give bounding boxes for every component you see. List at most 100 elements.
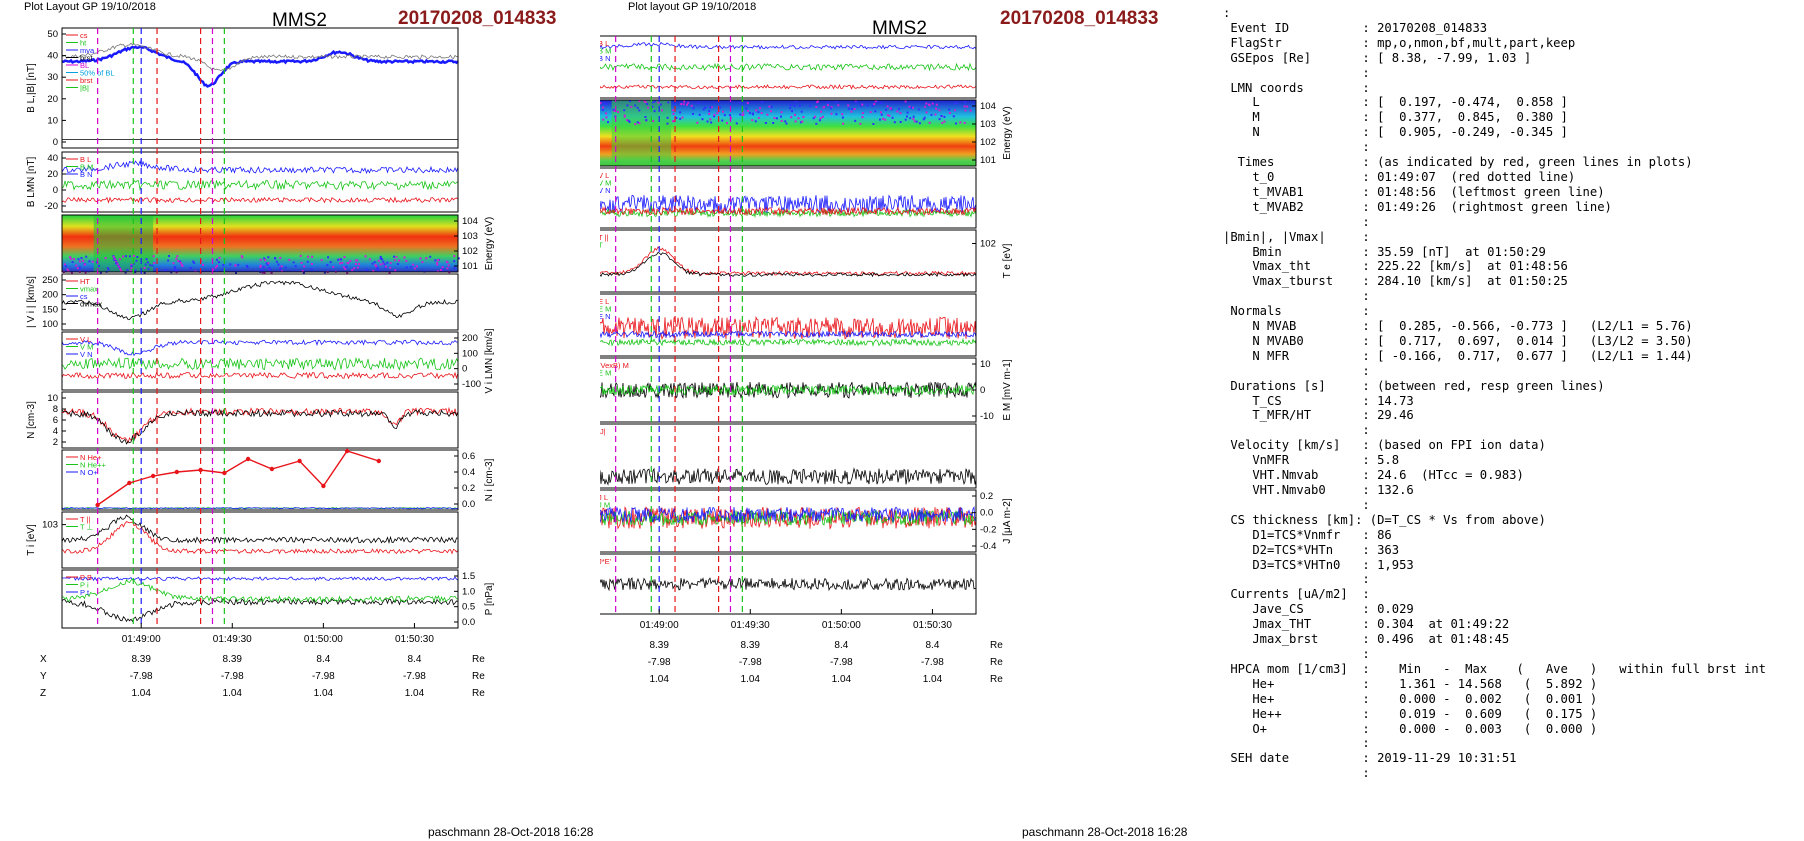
spectrogram-speckle [745, 107, 748, 110]
position-unit: Re [990, 657, 1003, 668]
x-tick-label: 01:49:30 [731, 620, 770, 631]
spectrogram-speckle [77, 258, 80, 261]
spectrogram-speckle [303, 265, 306, 268]
right-series-line [600, 41, 977, 50]
spectrogram-speckle [672, 112, 675, 115]
spectrogram-speckle [605, 112, 608, 115]
spectrogram-speckle [660, 109, 663, 112]
x-tick-label: 01:49:00 [640, 620, 679, 631]
summary-line: LMN coords : [1230, 80, 1370, 95]
spectrogram-speckle [259, 265, 262, 268]
spectrogram-speckle [130, 263, 133, 266]
spectrogram-speckle [710, 106, 713, 109]
spectrogram-speckle [746, 102, 749, 105]
spectrogram-speckle [302, 272, 305, 274]
spectrogram-speckle [879, 118, 881, 121]
spectrogram-speckle [216, 258, 218, 261]
spectrogram-speckle [925, 111, 928, 114]
spectrogram-speckle [419, 257, 422, 260]
spectrogram-speckle [152, 255, 155, 258]
spectrogram-speckle [436, 261, 439, 264]
spectrogram-speckle [741, 114, 744, 116]
spectrogram-speckle [760, 112, 763, 114]
spectrogram-speckle [446, 261, 449, 264]
left-panel-9: 1.5 1.0 0.5 0.0 P [nPa] P BP iP t [61, 569, 495, 629]
spectrogram-speckle [145, 258, 148, 261]
spectrogram-speckle [356, 266, 359, 269]
spectrogram-speckle [847, 104, 850, 107]
spectrogram-speckle [869, 111, 872, 114]
spectrogram-speckle [964, 100, 967, 103]
position-row-label: X [40, 654, 47, 665]
spectrogram-speckle [453, 260, 456, 263]
summary-line: HPCA mom [1/cm3] : Min - Max ( Ave ) wit… [1230, 661, 1766, 676]
summary-line: L : [ 0.197, -0.474, 0.858 ] [1252, 95, 1568, 110]
summary-line: T_MFR/HT : 29.46 [1252, 408, 1414, 423]
spectrogram-speckle [153, 262, 156, 264]
spectrogram-speckle [115, 262, 118, 265]
spectrogram-speckle [721, 119, 724, 122]
spectrogram-speckle [453, 255, 456, 258]
summary-line: : [1362, 140, 1370, 155]
spectrogram-speckle [770, 110, 772, 113]
spectrogram-speckle [751, 113, 754, 116]
spectrogram-speckle [425, 257, 428, 260]
spectrogram-speckle [789, 107, 791, 110]
spectrogram-speckle [601, 109, 604, 111]
spectrogram-speckle [388, 271, 391, 274]
right-series-line [600, 246, 977, 277]
spectrogram-speckle [112, 255, 115, 258]
spectrogram-speckle [841, 113, 844, 116]
spectrogram-speckle [237, 263, 240, 266]
spectrogram-speckle [279, 268, 282, 271]
summary-line: N : [ 0.905, -0.249, -0.345 ] [1252, 125, 1568, 140]
spectrogram-speckle [841, 116, 844, 119]
right-series-line [600, 467, 977, 486]
legend-entry: V N [600, 186, 611, 195]
spectrogram-speckle [876, 100, 879, 103]
spectrogram-speckle [389, 262, 392, 265]
spectrogram-speckle [412, 263, 415, 266]
left-series-line [61, 42, 459, 72]
spectrogram-speckle [909, 106, 912, 109]
spectrogram-speckle [332, 265, 335, 268]
y-tick-label: 10 [47, 393, 58, 404]
legend-entry: T || [600, 233, 608, 242]
spectrogram-speckle [634, 104, 637, 107]
spectrogram-speckle [441, 266, 444, 269]
spectrogram-speckle [898, 108, 901, 111]
spectrogram-speckle [270, 271, 273, 274]
spectrogram-speckle [928, 103, 930, 106]
spectrogram-speckle [899, 112, 902, 115]
y-tick-label: 0.0 [462, 499, 475, 510]
spectrogram-speckle [277, 263, 280, 266]
spectrogram-speckle [827, 101, 830, 104]
spectrogram-speckle [265, 262, 268, 265]
spectrogram-speckle [941, 121, 944, 124]
spectrogram-speckle [119, 268, 122, 270]
spectrogram-speckle [708, 110, 711, 112]
spectrogram-speckle [416, 265, 418, 268]
spectrogram-speckle [216, 270, 219, 273]
summary-line: : [1362, 363, 1370, 378]
spectrogram-speckle [143, 267, 146, 269]
spectrogram-speckle [382, 262, 385, 265]
spectrogram-speckle [267, 256, 270, 259]
spectrogram-speckle [890, 108, 893, 111]
spectrogram-speckle [275, 260, 278, 263]
y-axis-label: V i LMN [km/s] [484, 328, 495, 393]
spectrogram-speckle [84, 270, 87, 273]
spectrogram-speckle [790, 116, 793, 119]
spectrogram-speckle [353, 267, 356, 270]
spectrogram-speckle [393, 255, 395, 258]
legend-entry: T [600, 241, 603, 250]
left-series-line [61, 179, 459, 191]
spectrogram-speckle [179, 261, 182, 264]
spectrogram-speckle [726, 122, 728, 125]
y-axis-label: J [μA m-2] [1002, 498, 1013, 543]
spectrogram-speckle [106, 267, 109, 270]
spectrogram-speckle [912, 115, 915, 118]
spectrogram-speckle [442, 269, 444, 272]
